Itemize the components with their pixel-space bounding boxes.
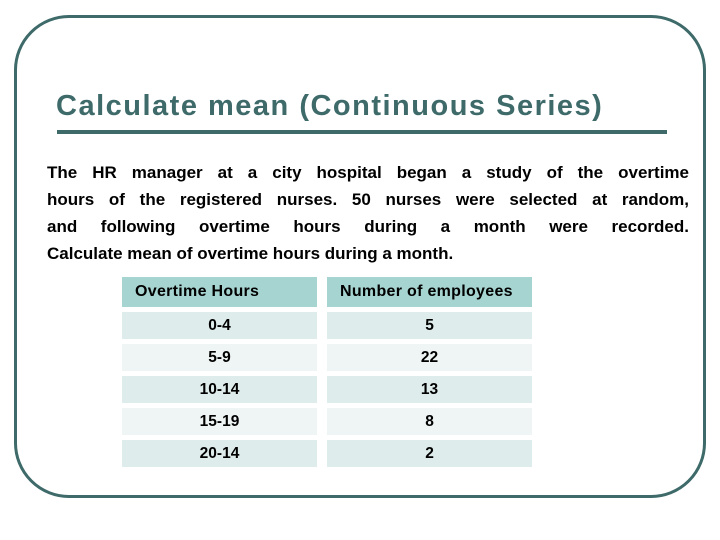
problem-statement-line: Calculate mean of overtime hours during … bbox=[47, 244, 454, 263]
table-cell-frequency: 2 bbox=[327, 440, 532, 467]
table-cell-class-interval: 15-19 bbox=[122, 408, 317, 435]
table-cell-class-interval: 10-14 bbox=[122, 376, 317, 403]
frequency-table: Overtime Hours Number of employees 0-4 5… bbox=[122, 277, 532, 467]
problem-statement-line: The HR manager at a city hospital began … bbox=[47, 163, 689, 182]
table-cell-frequency: 22 bbox=[327, 344, 532, 371]
table-header-number-of-employees: Number of employees bbox=[327, 277, 532, 307]
problem-statement-line: and following overtime hours during a mo… bbox=[47, 217, 689, 236]
table-header-overtime-hours: Overtime Hours bbox=[122, 277, 317, 307]
problem-statement: The HR manager at a city hospital began … bbox=[47, 159, 689, 267]
table-cell-class-interval: 0-4 bbox=[122, 312, 317, 339]
table-cell-class-interval: 20-14 bbox=[122, 440, 317, 467]
problem-statement-line: hours of the registered nurses. 50 nurse… bbox=[47, 190, 689, 209]
slide-border-frame bbox=[14, 15, 706, 498]
title-underline bbox=[57, 130, 667, 134]
table-cell-class-interval: 5-9 bbox=[122, 344, 317, 371]
table-cell-frequency: 8 bbox=[327, 408, 532, 435]
table-cell-frequency: 13 bbox=[327, 376, 532, 403]
slide-title: Calculate mean (Continuous Series) bbox=[56, 90, 604, 122]
table-cell-frequency: 5 bbox=[327, 312, 532, 339]
